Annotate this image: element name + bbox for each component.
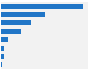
- Bar: [1, 12, 45, 17]
- Bar: [1, 20, 31, 25]
- Bar: [1, 37, 8, 42]
- Bar: [1, 4, 83, 9]
- Bar: [1, 54, 4, 59]
- Bar: [1, 46, 4, 51]
- Bar: [1, 29, 21, 34]
- Bar: [1, 62, 2, 67]
